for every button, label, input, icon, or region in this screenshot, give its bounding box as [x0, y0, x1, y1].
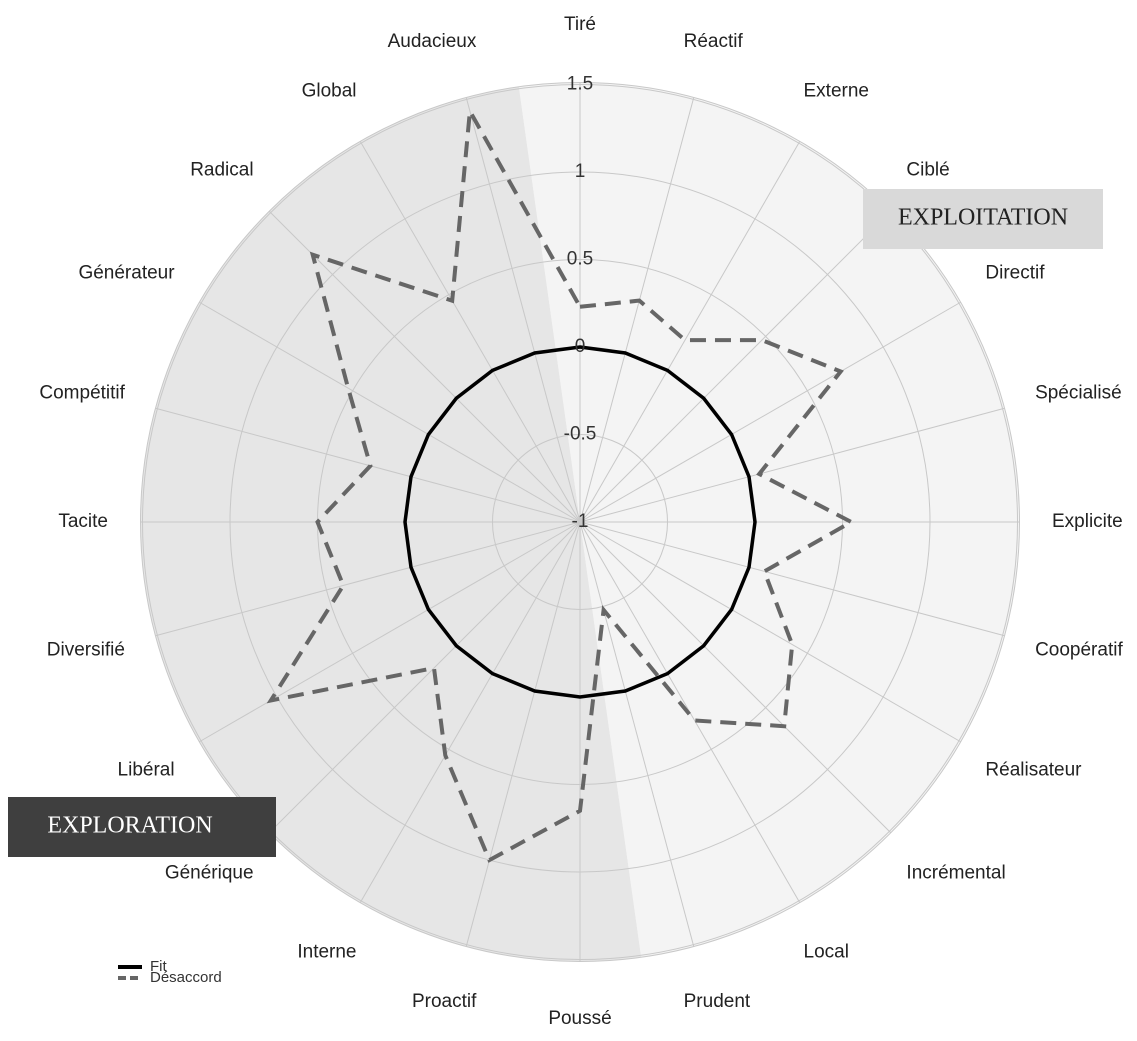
- spoke: [579, 521, 892, 834]
- category-label: Incrémental: [906, 862, 1005, 883]
- y-tick-label: 0: [575, 336, 586, 357]
- spoke: [579, 521, 1005, 637]
- sector: [518, 82, 1020, 958]
- labels: -1 -0.5 0 0.5 1 1.5 Tiré Réactif Externe Ciblé Dir…: [39, 14, 1123, 1029]
- exploitation-box: [863, 189, 1103, 249]
- spoke: [359, 141, 581, 523]
- spoke: [155, 521, 581, 637]
- category-label: Explicite: [1052, 511, 1123, 532]
- spoke: [268, 210, 581, 523]
- exploration-box: [8, 797, 276, 857]
- marks: [266, 104, 856, 863]
- category-label: Interne: [297, 941, 356, 962]
- spoke: [465, 521, 581, 947]
- grid: [140, 82, 1020, 962]
- spoke: [199, 301, 581, 523]
- spoke: [359, 521, 581, 903]
- category-label: Local: [804, 941, 849, 962]
- category-label: Externe: [804, 81, 869, 102]
- spoke: [579, 521, 961, 743]
- background: [140, 82, 1020, 962]
- category-label: Réalisateur: [985, 760, 1082, 781]
- category-label: Spécialisé: [1035, 382, 1122, 403]
- category-label: Poussé: [548, 1008, 611, 1029]
- y-tick-label: 1.5: [567, 74, 593, 95]
- category-label: Audacieux: [388, 31, 477, 52]
- category-label: Tacite: [58, 511, 108, 532]
- legend-label: Désaccord: [150, 969, 222, 986]
- legend-label: Fit: [150, 958, 167, 975]
- spoke: [579, 521, 695, 947]
- spoke: [579, 210, 892, 523]
- spoke: [155, 407, 581, 523]
- category-label: Directif: [985, 263, 1045, 284]
- category-label: Prudent: [684, 991, 751, 1012]
- category-label: Global: [302, 81, 357, 102]
- category-label: Réactif: [684, 31, 744, 52]
- annotation: EXPLOITATION: [898, 205, 1068, 231]
- category-label: Diversifié: [47, 640, 125, 661]
- category-label: Générique: [165, 862, 254, 883]
- spoke: [465, 97, 581, 523]
- spoke: [579, 141, 801, 523]
- category-label: Radical: [190, 160, 253, 181]
- category-label: Coopératif: [1035, 640, 1123, 661]
- category-label: Proactif: [412, 991, 477, 1012]
- y-tick-label: 1: [575, 161, 586, 182]
- category-label: Générateur: [78, 263, 175, 284]
- spoke: [579, 301, 961, 523]
- category-label: Ciblé: [906, 160, 949, 181]
- category-label: Compétitif: [39, 382, 125, 403]
- spoke: [199, 521, 581, 743]
- spoke: [268, 521, 581, 834]
- category-label: Tiré: [564, 14, 596, 35]
- sector: [140, 86, 642, 962]
- y-tick-label: -0.5: [564, 424, 597, 445]
- series-line: [403, 345, 757, 699]
- y-tick-label: -1: [572, 511, 589, 532]
- spoke: [579, 407, 1005, 523]
- annotation: EXPLORATION: [47, 813, 212, 839]
- spoke: [579, 97, 695, 523]
- category-label: Libéral: [118, 760, 175, 781]
- y-tick-label: 0.5: [567, 249, 593, 270]
- series-line: [266, 104, 856, 863]
